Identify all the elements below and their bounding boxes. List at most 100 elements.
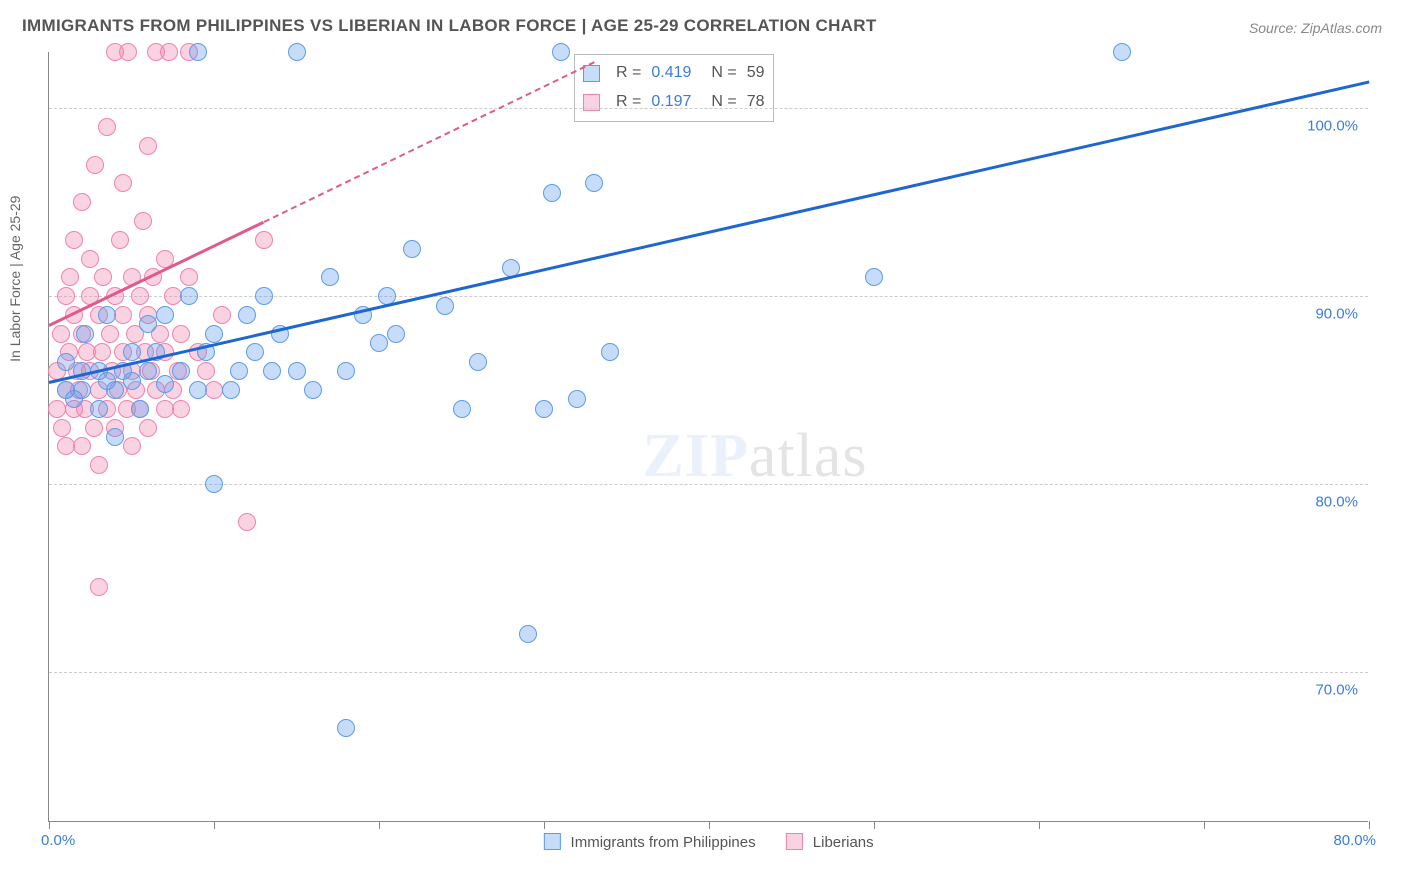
r-value-liberians: 0.197 [651, 88, 691, 117]
plot-area: In Labor Force | Age 25-29 ZIPatlas 0.0%… [48, 52, 1368, 822]
data-point [93, 343, 111, 361]
legend-item-liberians: Liberians [786, 833, 874, 851]
data-point [106, 381, 124, 399]
data-point [585, 174, 603, 192]
data-point [76, 325, 94, 343]
data-point [61, 268, 79, 286]
data-point [114, 306, 132, 324]
stat-row-philippines: R =0.419 N =59 [583, 59, 765, 88]
data-point [57, 287, 75, 305]
x-axis-min-label: 0.0% [41, 832, 75, 849]
data-point [156, 306, 174, 324]
data-point [139, 137, 157, 155]
data-point [403, 240, 421, 258]
data-point [123, 437, 141, 455]
x-tick [379, 821, 380, 829]
x-tick [874, 821, 875, 829]
data-point [73, 381, 91, 399]
data-point [238, 306, 256, 324]
data-point [436, 297, 454, 315]
data-point [90, 400, 108, 418]
data-point [172, 362, 190, 380]
y-tick-label: 80.0% [1315, 493, 1358, 510]
data-point [172, 400, 190, 418]
data-point [90, 578, 108, 596]
data-point [73, 193, 91, 211]
data-point [180, 268, 198, 286]
data-point [238, 513, 256, 531]
data-point [865, 268, 883, 286]
data-point [98, 118, 116, 136]
data-point [255, 287, 273, 305]
data-point [197, 362, 215, 380]
data-point [535, 400, 553, 418]
data-point [73, 437, 91, 455]
data-point [57, 437, 75, 455]
data-point [568, 390, 586, 408]
data-point [164, 287, 182, 305]
gridline-h [49, 108, 1368, 109]
data-point [101, 325, 119, 343]
data-point [189, 381, 207, 399]
watermark: ZIPatlas [643, 421, 868, 492]
data-point [255, 231, 273, 249]
data-point [85, 419, 103, 437]
data-point [288, 43, 306, 61]
gridline-h [49, 484, 1368, 485]
data-point [57, 353, 75, 371]
data-point [48, 400, 66, 418]
data-point [139, 362, 157, 380]
data-point [114, 174, 132, 192]
data-point [98, 306, 116, 324]
data-point [453, 400, 471, 418]
data-point [53, 419, 71, 437]
data-point [131, 287, 149, 305]
data-point [230, 362, 248, 380]
data-point [90, 456, 108, 474]
legend-label-liberians: Liberians [813, 834, 874, 851]
x-tick [1039, 821, 1040, 829]
stat-legend: R =0.419 N =59 R =0.197 N =78 [574, 54, 774, 122]
legend-label-philippines: Immigrants from Philippines [571, 834, 756, 851]
data-point [156, 375, 174, 393]
data-point [370, 334, 388, 352]
data-point [81, 250, 99, 268]
legend-item-philippines: Immigrants from Philippines [543, 833, 755, 851]
data-point [139, 315, 157, 333]
data-point [111, 231, 129, 249]
data-point [469, 353, 487, 371]
x-tick [214, 821, 215, 829]
data-point [337, 362, 355, 380]
legend-swatch-liberians [786, 833, 803, 850]
data-point [52, 325, 70, 343]
stat-row-liberians: R =0.197 N =78 [583, 88, 765, 117]
data-point [119, 43, 137, 61]
y-tick-label: 70.0% [1315, 681, 1358, 698]
data-point [552, 43, 570, 61]
data-point [387, 325, 405, 343]
data-point [94, 268, 112, 286]
x-tick [544, 821, 545, 829]
data-point [263, 362, 281, 380]
data-point [205, 381, 223, 399]
chart-title: IMMIGRANTS FROM PHILIPPINES VS LIBERIAN … [22, 16, 877, 36]
data-point [189, 43, 207, 61]
data-point [246, 343, 264, 361]
data-point [160, 43, 178, 61]
data-point [1113, 43, 1131, 61]
data-point [213, 306, 231, 324]
gridline-h [49, 672, 1368, 673]
data-point [321, 268, 339, 286]
data-point [123, 372, 141, 390]
x-tick [1204, 821, 1205, 829]
source-attribution: Source: ZipAtlas.com [1249, 20, 1382, 36]
y-tick-label: 100.0% [1307, 118, 1358, 135]
y-tick-label: 90.0% [1315, 306, 1358, 323]
data-point [601, 343, 619, 361]
data-point [337, 719, 355, 737]
bottom-legend: Immigrants from Philippines Liberians [543, 833, 873, 851]
data-point [139, 419, 157, 437]
x-tick [49, 821, 50, 829]
r-value-philippines: 0.419 [651, 59, 691, 88]
trendline [263, 61, 594, 222]
